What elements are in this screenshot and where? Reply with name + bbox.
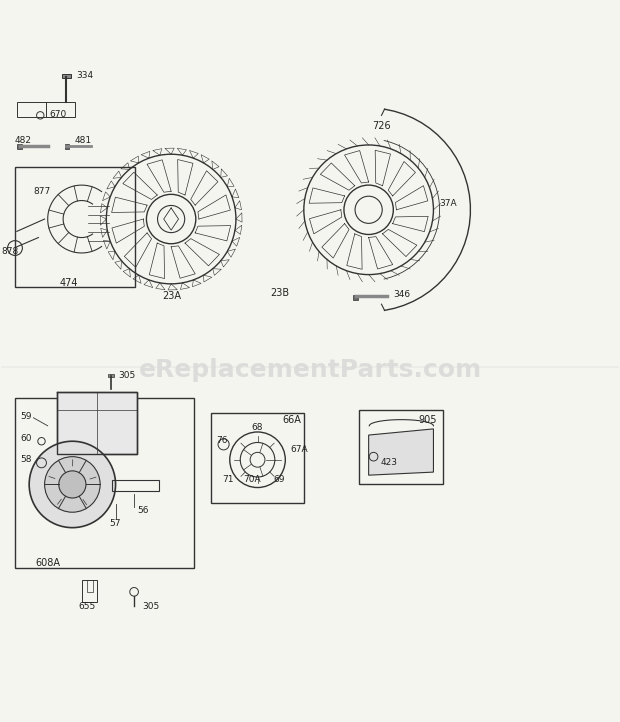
Polygon shape [369, 429, 433, 475]
Text: 655: 655 [78, 602, 95, 611]
Text: 56: 56 [137, 506, 149, 515]
Bar [360, 410, 443, 484]
Circle shape [29, 441, 115, 528]
Bar [62, 74, 71, 78]
Text: 305: 305 [142, 602, 159, 611]
Text: 482: 482 [15, 136, 32, 145]
Text: 726: 726 [372, 121, 391, 131]
Text: 905: 905 [418, 414, 436, 425]
Bar [82, 580, 97, 601]
Text: 71: 71 [223, 475, 234, 484]
Text: 60: 60 [20, 434, 32, 443]
Bar [57, 392, 137, 453]
Text: 59: 59 [20, 412, 32, 421]
Bar [17, 144, 22, 149]
Bar [353, 295, 358, 300]
Text: 346: 346 [393, 290, 410, 299]
Text: 76: 76 [216, 435, 228, 445]
Text: 670: 670 [50, 110, 67, 119]
Bar [108, 374, 114, 377]
Text: 67A: 67A [290, 445, 308, 454]
Text: 69: 69 [273, 475, 285, 484]
Text: 23B: 23B [270, 288, 289, 298]
Circle shape [59, 471, 86, 498]
Bar [17, 102, 76, 117]
Bar [65, 144, 69, 149]
Bar [112, 479, 159, 491]
Text: 481: 481 [74, 136, 91, 145]
Text: 877: 877 [33, 187, 51, 196]
Text: 70A: 70A [243, 475, 261, 484]
Text: 334: 334 [77, 71, 94, 79]
Text: 66A: 66A [282, 414, 301, 425]
Text: 423: 423 [381, 458, 398, 467]
Text: 474: 474 [60, 278, 79, 288]
Bar [211, 414, 304, 503]
Circle shape [45, 457, 100, 512]
Text: 608A: 608A [35, 558, 60, 568]
Bar [15, 398, 194, 567]
Text: 23A: 23A [162, 291, 181, 301]
Text: 57: 57 [109, 519, 121, 529]
Text: 878: 878 [1, 247, 19, 256]
Text: 37A: 37A [440, 199, 457, 208]
Bar [87, 580, 93, 593]
Text: 305: 305 [118, 371, 136, 380]
Bar [15, 167, 135, 287]
Text: eReplacementParts.com: eReplacementParts.com [138, 358, 482, 382]
Text: 68: 68 [251, 423, 263, 432]
Text: 58: 58 [20, 456, 32, 464]
